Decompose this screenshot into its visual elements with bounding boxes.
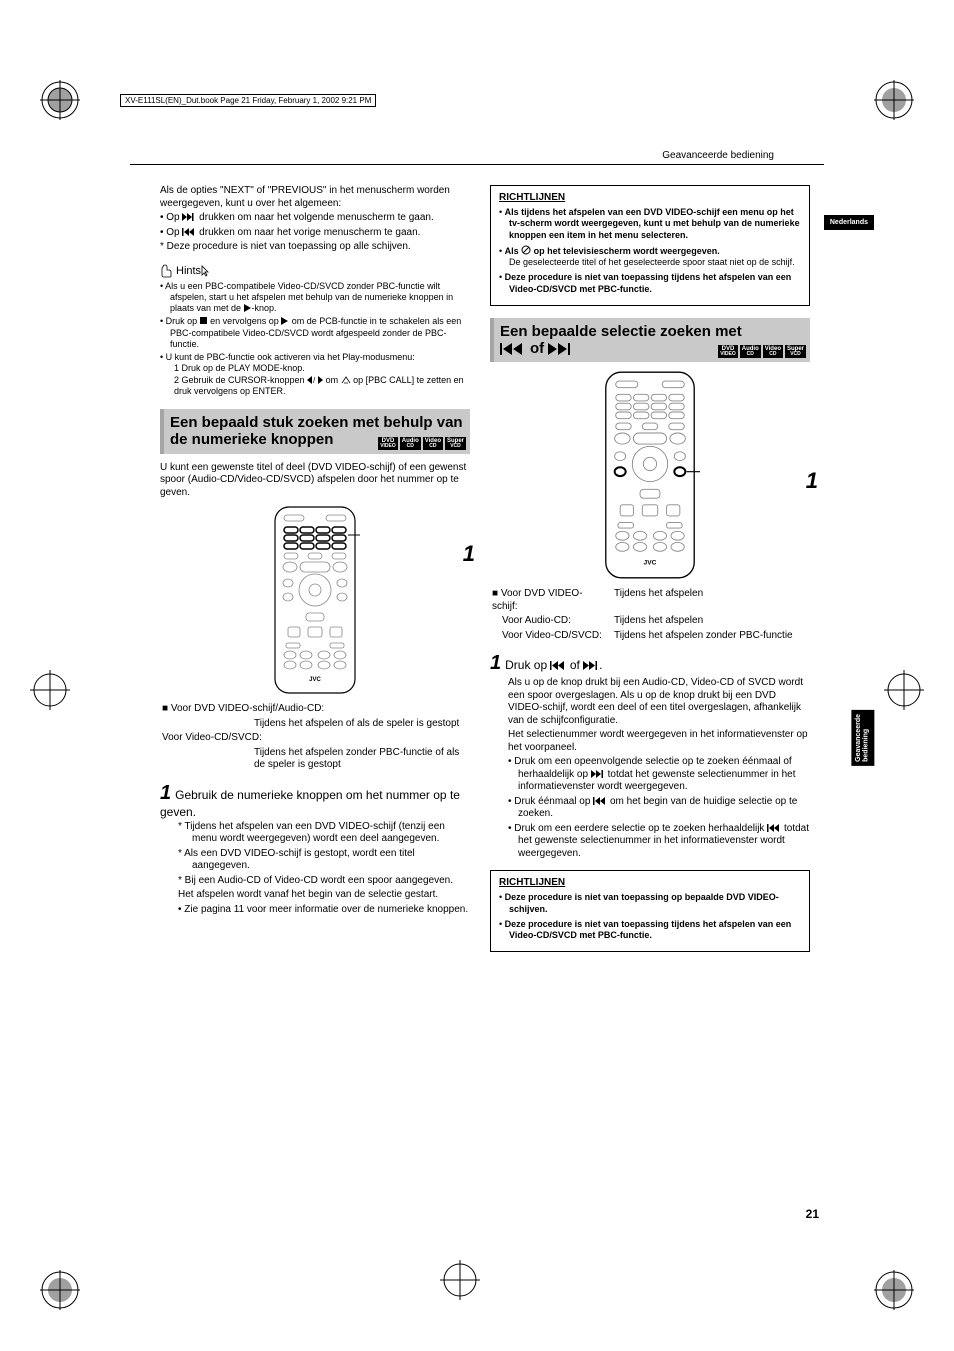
hints-label: Hints: [160, 264, 213, 278]
reg-mark-bottom-left: [40, 1270, 80, 1310]
reg-mark-bottom-right: [874, 1270, 914, 1310]
step2-p1: Als u op de knop drukt bij een Audio-CD,…: [508, 677, 810, 727]
skip-prev-icon: [593, 797, 607, 805]
section-1-para: U kunt een gewenste titel of deel (DVD V…: [160, 462, 470, 500]
badge-dvd: DVDVIDEO: [718, 345, 738, 358]
step1-after2: Zie pagina 11 voor meer informatie over …: [178, 904, 470, 917]
box1-item-2: Als op het televisiescherm wordt weergeg…: [499, 245, 801, 269]
svg-text:JVC: JVC: [644, 560, 657, 567]
section-1-heading: Een bepaald stuk zoeken met behulp van d…: [160, 409, 470, 454]
box1-item-3: Deze procedure is niet van toepassing ti…: [499, 272, 801, 295]
left-column: Als de opties "NEXT" of "PREVIOUS" in he…: [160, 185, 470, 918]
step2-bullet-1: Druk om een opeenvolgende selectie op te…: [508, 756, 810, 794]
header-rule: [130, 164, 824, 165]
step1-star-2: Als een DVD VIDEO-schijf is gestopt, wor…: [178, 848, 470, 873]
reg-mark-bottom-center: [440, 1260, 480, 1300]
media-table-2: Voor DVD VIDEO-schijf:Tijdens het afspel…: [490, 586, 801, 644]
remote-icon: JVC: [270, 505, 360, 695]
hand-icon: [160, 264, 174, 278]
badge-dvd: DVDVIDEO: [378, 437, 398, 450]
hint-1: Als u een PBC-compatibele Video-CD/SVCD …: [160, 281, 470, 315]
reg-mark-mid-right: [884, 670, 924, 710]
cursor-icon: [201, 265, 211, 277]
remote-illustration-1: JVC 1: [160, 505, 470, 695]
skip-prev-icon: [500, 343, 526, 355]
section-tab: Geavanceerdebediening: [851, 710, 874, 766]
section-1-badges: DVDVIDEO AudioCD VideoCD SuperVCD: [378, 437, 466, 450]
svg-text:JVC: JVC: [309, 677, 321, 683]
next-icon: [182, 213, 196, 221]
badge-svcd: SuperVCD: [785, 345, 806, 358]
box2-item-2: Deze procedure is niet van toepassing ti…: [499, 919, 801, 942]
guidelines-box-2: RICHTLIJNEN Deze procedure is niet van t…: [490, 870, 810, 952]
header-section-title: Geavanceerde bediening: [662, 150, 774, 161]
right-column: RICHTLIJNEN Als tijdens het afspelen van…: [490, 185, 810, 962]
hint-3: U kunt de PBC-functie ook activeren via …: [160, 352, 470, 397]
stop-icon: [200, 317, 208, 325]
intro-bullet-next: Op drukken om naar het volgende menusche…: [160, 212, 470, 225]
skip-prev-icon: [767, 824, 781, 832]
badge-video-cd: VideoCD: [423, 437, 443, 450]
intro-bullet-prev: Op drukken om naar het vorige menuscherm…: [160, 227, 470, 240]
reg-mark-top-left: [40, 80, 80, 120]
svg-text:/: /: [313, 376, 316, 384]
remote-icon: JVC: [600, 370, 700, 580]
box1-item-1: Als tijdens het afspelen van een DVD VID…: [499, 207, 801, 241]
step2-p2: Het selectienummer wordt weergegeven in …: [508, 729, 810, 754]
skip-next-icon: [583, 661, 599, 670]
intro-para: Als de opties "NEXT" of "PREVIOUS" in he…: [160, 185, 470, 210]
badge-video-cd: VideoCD: [763, 345, 783, 358]
badge-audio-cd: AudioCD: [740, 345, 761, 358]
guidelines-box-1: RICHTLIJNEN Als tijdens het afspelen van…: [490, 185, 810, 306]
step-2-heading: 1Druk op of .: [490, 652, 810, 675]
step1-star-1: Tijdens het afspelen van een DVD VIDEO-s…: [178, 821, 470, 846]
language-tab: Nederlands: [824, 215, 874, 230]
skip-prev-icon: [550, 661, 566, 670]
left-right-icon: /: [307, 376, 323, 384]
section-2-badges: DVDVIDEO AudioCD VideoCD SuperVCD: [718, 345, 806, 358]
prohibit-icon: [521, 245, 531, 255]
doc-info: XV-E111SL(EN)_Dut.book Page 21 Friday, F…: [120, 94, 376, 107]
reg-mark-top-right: [874, 80, 914, 120]
skip-next-icon: [548, 343, 574, 355]
step2-bullet-2: Druk éénmaal op om het begin van de huid…: [508, 796, 810, 821]
highlight-icon: [341, 376, 351, 384]
step1-star-3: Bij een Audio-CD of Video-CD wordt een s…: [178, 875, 470, 888]
badge-svcd: SuperVCD: [445, 437, 466, 450]
reg-mark-mid-left: [30, 670, 70, 710]
skip-next-icon: [591, 770, 605, 778]
badge-audio-cd: AudioCD: [400, 437, 421, 450]
remote-illustration-2: JVC 1: [490, 370, 810, 580]
step1-after: Het afspelen wordt vanaf het begin van d…: [178, 889, 470, 902]
hint-2: Druk op en vervolgens op om de PCB-funct…: [160, 316, 470, 350]
step-1-heading: 1Gebruik de numerieke knoppen om het num…: [160, 782, 470, 819]
play-icon: [244, 304, 252, 312]
box2-item-1: Deze procedure is niet van toepassing op…: [499, 892, 801, 915]
intro-note: * Deze procedure is niet van toepassing …: [160, 241, 470, 254]
page-number: 21: [806, 1207, 819, 1221]
media-table-1: Voor DVD VIDEO-schijf/Audio-CD: Tijdens …: [160, 701, 470, 774]
step2-bullet-3: Druk om een eerdere selectie op te zoeke…: [508, 823, 810, 861]
prev-icon: [182, 228, 196, 236]
section-2-heading: Een bepaalde selectie zoeken met of DVDV…: [490, 318, 810, 363]
